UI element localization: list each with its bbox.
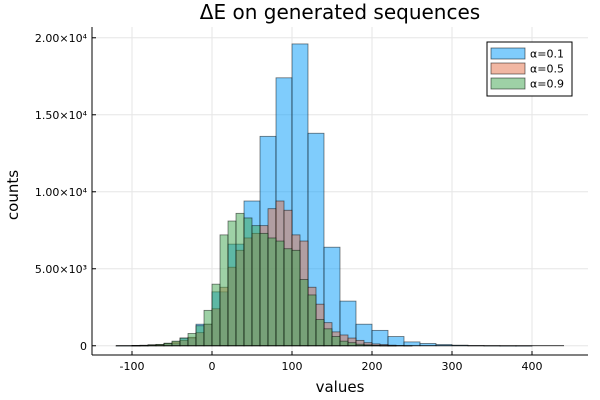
- histogram-bar: [171, 340, 181, 347]
- x-tick-label: 200: [362, 360, 383, 373]
- legend-entry: α=0.5: [530, 63, 564, 76]
- x-tick-label: 0: [209, 360, 216, 373]
- histogram-bar: [403, 341, 421, 347]
- histogram-bar: [235, 212, 245, 347]
- histogram-bar: [211, 283, 221, 347]
- legend-swatch: [490, 77, 526, 90]
- histogram-bar: [283, 248, 293, 347]
- histogram-bar: [331, 336, 341, 347]
- histogram-bar: [339, 340, 349, 347]
- legend-swatch: [490, 62, 526, 75]
- histogram-bar: [187, 333, 197, 347]
- y-tick-label: 5.00×10³: [35, 263, 87, 276]
- histogram-bar: [371, 329, 389, 347]
- legend-entry: α=0.9: [530, 78, 564, 91]
- y-tick-label: 0: [80, 340, 87, 353]
- y-axis-label: counts: [4, 170, 22, 220]
- legend-swatch: [490, 47, 526, 60]
- histogram-bar: [203, 309, 213, 347]
- x-tick-label: 300: [442, 360, 463, 373]
- x-tick-label: 100: [282, 360, 303, 373]
- histogram-bar: [275, 240, 285, 347]
- histogram-bar: [227, 220, 237, 347]
- bars: [115, 43, 564, 347]
- histogram-bar: [291, 249, 301, 347]
- histogram-bar: [347, 342, 357, 347]
- histogram-bar: [195, 325, 205, 347]
- histogram-bar: [307, 294, 317, 347]
- legend-entry: α=0.1: [530, 48, 564, 61]
- y-tick-label: 1.50×10⁴: [35, 109, 88, 122]
- legend: α=0.1 α=0.5 α=0.9: [486, 41, 573, 97]
- x-tick-label: 400: [522, 360, 543, 373]
- series-1: [115, 43, 533, 347]
- chart-title: ΔE on generated sequences: [200, 0, 480, 24]
- x-tick-label: -100: [120, 360, 145, 373]
- histogram-bar: [267, 237, 277, 347]
- histogram-bar: [251, 225, 261, 347]
- histogram-bar: [315, 319, 325, 347]
- y-tick-label: 1.00×10⁴: [35, 186, 88, 199]
- histogram-bar: [387, 336, 405, 347]
- x-axis-label: values: [316, 378, 365, 396]
- y-tick-label: 2.00×10⁴: [35, 32, 88, 45]
- ticks: -100 0 100 200 300 400 0 5.00×10³ 1.00×10⁴ 1.50×1…: [35, 32, 543, 373]
- histogram-bar: [323, 328, 333, 347]
- histogram-bar: [219, 234, 229, 347]
- histogram-bar: [259, 232, 269, 347]
- axes: [91, 27, 588, 356]
- histogram-bar: [179, 337, 189, 347]
- histogram-bar: [299, 279, 309, 347]
- histogram-bar: [243, 217, 253, 347]
